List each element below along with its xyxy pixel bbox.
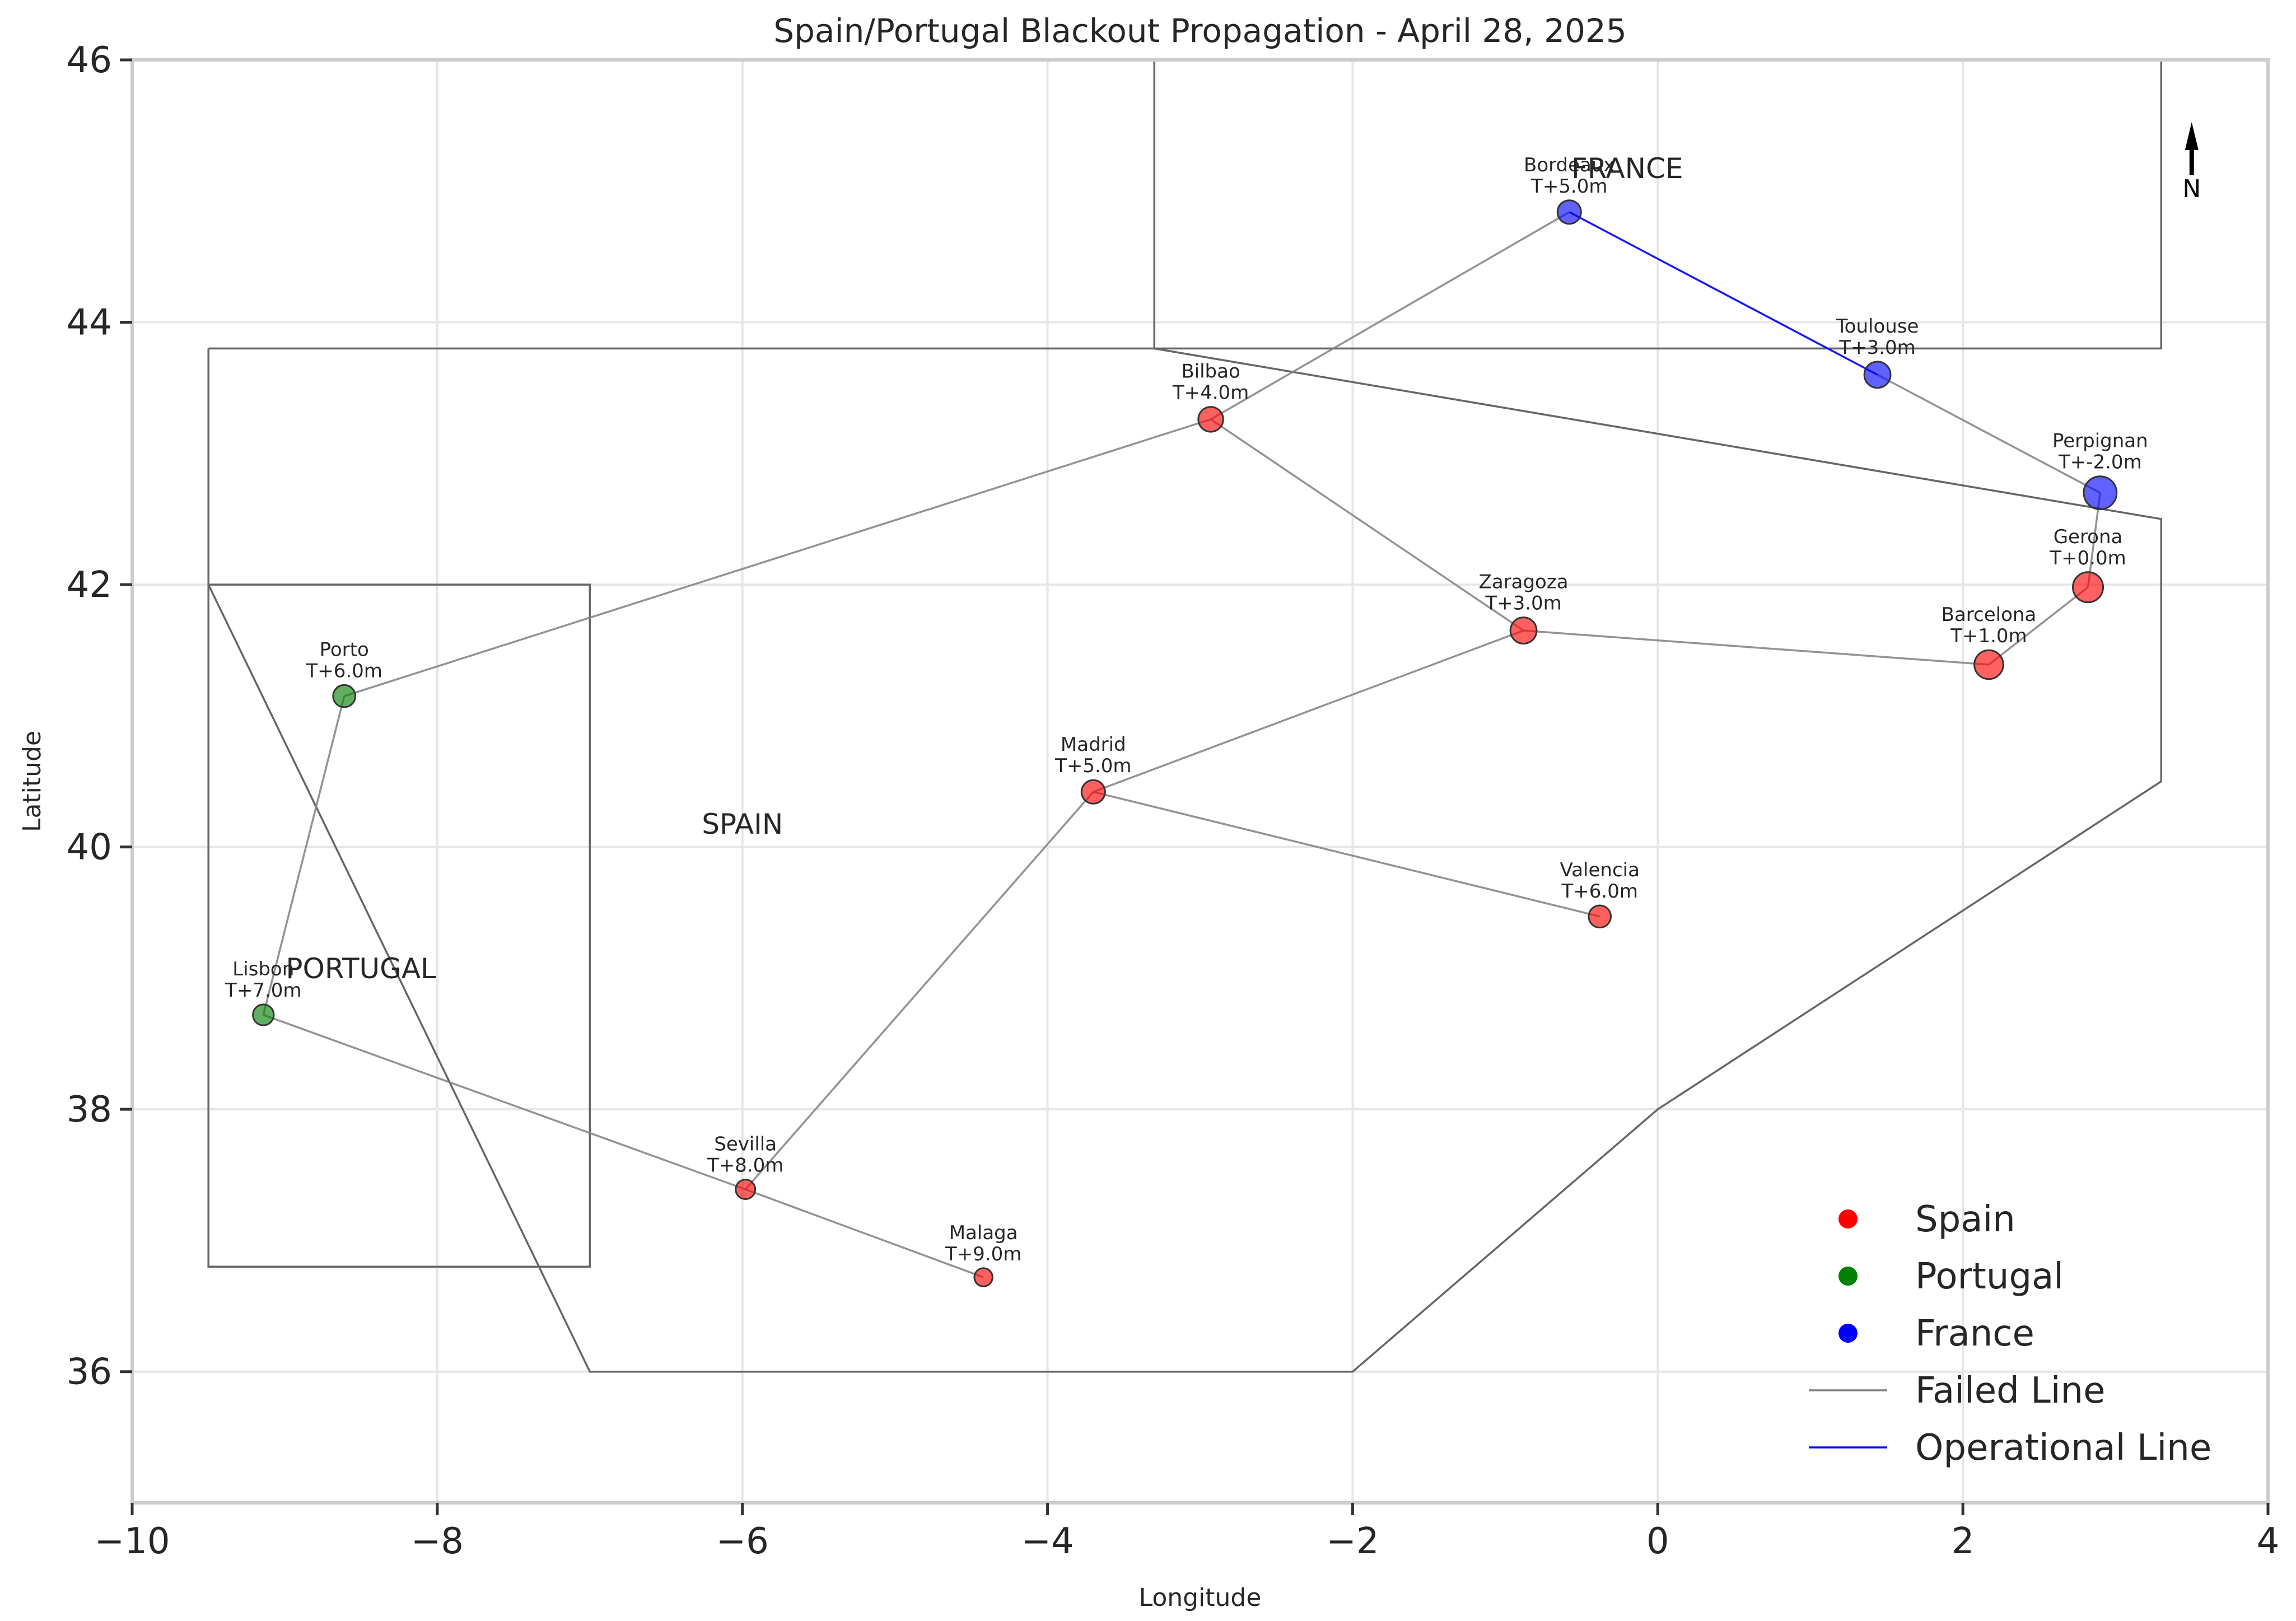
node-time-label: T+9.0m: [945, 1243, 1021, 1265]
x-tick-label: 4: [2257, 1521, 2280, 1562]
node-time-label: T+3.0m: [1485, 592, 1561, 615]
region-label-portugal: PORTUGAL: [286, 952, 436, 985]
failed-line-lisbon-porto: [262, 695, 346, 1015]
node-time-label: T+5.0m: [1054, 755, 1131, 777]
node-name-label: Porto: [320, 638, 369, 661]
node-time-label: T+3.0m: [1838, 337, 1915, 359]
region-label-spain: SPAIN: [702, 808, 783, 840]
region-label-france: FRANCE: [1571, 152, 1683, 185]
legend-marker-spain: [1838, 1209, 1858, 1228]
node-time-label: T+1.0m: [1950, 625, 2027, 647]
y-tick-label: 42: [67, 564, 112, 606]
legend-marker-france: [1838, 1324, 1858, 1343]
city-nodes: [252, 199, 2118, 1287]
failed-line-madrid-valencia: [1093, 791, 1600, 918]
node-zaragoza: [1509, 616, 1538, 644]
legend-label: Operational Line: [1915, 1427, 2211, 1469]
x-tick-label: −6: [716, 1521, 769, 1562]
region-outline-portugal: [207, 583, 591, 1268]
node-toulouse: [1863, 361, 1892, 389]
y-tick-label: 38: [67, 1089, 112, 1131]
node-gerona: [2072, 571, 2104, 604]
y-tick-label: 40: [67, 827, 112, 868]
legend-marker-portugal: [1838, 1267, 1858, 1286]
legend: Spain Portugal France Failed Line Operationa…: [1809, 1199, 2211, 1469]
north-arrow: N: [2182, 122, 2201, 203]
x-tick-label: −4: [1021, 1521, 1074, 1562]
node-time-label: T+4.0m: [1172, 382, 1249, 404]
node-bordeaux: [1556, 199, 1582, 225]
node-name-label: Gerona: [2054, 526, 2123, 548]
node-time-label: T+5.0m: [1530, 175, 1607, 198]
node-name-label: Barcelona: [1942, 604, 2037, 626]
x-axis-label: Longitude: [1139, 1583, 1262, 1612]
node-time-label: T+8.0m: [707, 1155, 783, 1177]
region-outlines: [207, 60, 2163, 1373]
x-tick-label: −8: [411, 1521, 464, 1562]
failed-line-sevilla-malaga: [745, 1188, 984, 1278]
node-sevilla: [735, 1179, 757, 1200]
node-perpignan: [2083, 475, 2118, 510]
failed-line-perpignan-toulouse: [1877, 373, 2101, 494]
node-name-label: Bordeaux: [1524, 154, 1615, 176]
legend-label: Failed Line: [1915, 1370, 2105, 1412]
plot-frame: [130, 58, 2270, 1505]
region-outline-spain: [207, 347, 2163, 1373]
y-tick-label: 46: [67, 40, 112, 81]
node-time-label: T+-2.0m: [2058, 451, 2142, 474]
north-arrow-head: [2185, 122, 2199, 150]
failed-line-porto-bilbao: [344, 418, 1211, 697]
city-labels: GeronaT+0.0mBarcelonaT+1.0mZaragozaT+3.0…: [225, 154, 2148, 1265]
node-barcelona: [1973, 649, 2004, 680]
node-name-label: Toulouse: [1836, 315, 1919, 338]
region-outline-france: [1153, 60, 2163, 350]
node-bilbao: [1197, 406, 1224, 433]
legend-label: Portugal: [1915, 1256, 2064, 1297]
region-labels: SPAIN PORTUGAL FRANCE: [286, 152, 1683, 985]
node-lisbon: [252, 1003, 275, 1026]
failed-line-sevilla-lisbon: [263, 1013, 746, 1190]
node-time-label: T+7.0m: [225, 979, 301, 1002]
failed-line-gerona-barcelona: [1988, 586, 2089, 666]
node-name-label: Bilbao: [1181, 361, 1240, 383]
axis-ticks: −10 −8 −6 −4 −2 0 2 4 36 38 40 42 44 46: [67, 40, 2280, 1562]
failed-line-bilbao-bordeaux: [1210, 211, 1570, 421]
operational-line-toulouse-bordeaux: [1569, 211, 1878, 376]
y-tick-label: 44: [67, 302, 112, 344]
y-tick-label: 36: [67, 1352, 112, 1393]
node-time-label: T+6.0m: [1561, 880, 1638, 903]
node-name-label: Sevilla: [714, 1133, 777, 1156]
node-time-label: T+0.0m: [2049, 547, 2126, 569]
node-porto: [332, 684, 356, 708]
node-name-label: Perpignan: [2052, 430, 2148, 452]
x-tick-label: −10: [94, 1521, 170, 1562]
x-tick-label: −2: [1326, 1521, 1379, 1562]
node-valencia: [1588, 904, 1612, 929]
failed-line-zaragoza-madrid: [1093, 629, 1524, 793]
node-malaga: [973, 1267, 993, 1287]
y-axis-label: Latitude: [18, 731, 46, 832]
legend-label: Spain: [1915, 1199, 2015, 1240]
failed-line-zaragoza-bilbao: [1210, 418, 1524, 632]
legend-label: France: [1915, 1313, 2034, 1354]
node-name-label: Madrid: [1061, 734, 1126, 756]
node-time-label: T+6.0m: [305, 660, 382, 682]
node-name-label: Zaragoza: [1479, 571, 1569, 594]
x-tick-label: 0: [1646, 1521, 1669, 1562]
failed-line-madrid-sevilla: [744, 791, 1094, 1190]
node-madrid: [1080, 779, 1106, 805]
node-name-label: Valencia: [1560, 859, 1640, 881]
node-name-label: Lisbon: [232, 958, 294, 980]
north-arrow-label: N: [2182, 175, 2201, 203]
chart-title: Spain/Portugal Blackout Propagation - Ap…: [773, 12, 1626, 50]
node-name-label: Malaga: [949, 1222, 1018, 1244]
x-tick-label: 2: [1952, 1521, 1975, 1562]
transmission-lines: [262, 211, 2102, 1278]
failed-line-barcelona-zaragoza: [1523, 629, 1989, 666]
